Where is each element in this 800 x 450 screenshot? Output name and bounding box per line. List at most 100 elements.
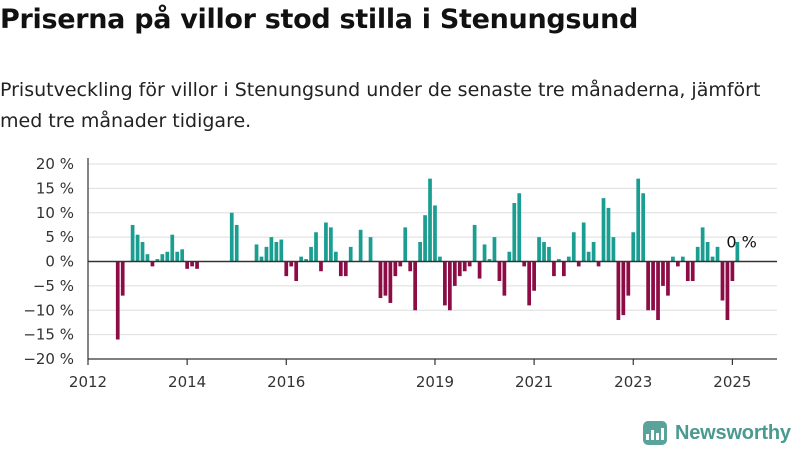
bar (343, 261, 348, 277)
bar (140, 242, 145, 262)
bar (651, 261, 655, 311)
bar (636, 178, 641, 262)
bar (562, 261, 566, 277)
bar (547, 246, 551, 262)
bar (150, 261, 155, 267)
bar (120, 261, 125, 296)
bar (517, 193, 522, 262)
bar (641, 193, 646, 262)
x-tick-label: 2019 (416, 373, 454, 391)
bar (601, 198, 606, 262)
bar (720, 261, 725, 301)
newsworthy-logo: Newsworthy (643, 421, 791, 445)
bar (646, 261, 650, 311)
bar (423, 215, 427, 262)
bar (705, 242, 710, 262)
bar (482, 244, 487, 262)
bar (145, 254, 150, 262)
bar (299, 256, 304, 262)
bar (512, 203, 517, 262)
bar (309, 246, 313, 262)
bar (195, 261, 199, 269)
bar (735, 242, 740, 262)
bar (289, 261, 294, 267)
bar (730, 261, 735, 281)
bar (606, 207, 611, 262)
bar (160, 254, 165, 262)
bar (418, 242, 422, 262)
bar (314, 232, 318, 262)
y-tick-label: −20 % (23, 350, 74, 368)
bar (388, 261, 393, 303)
bar (661, 261, 665, 286)
bar (428, 178, 432, 262)
bar (715, 246, 720, 262)
bar (552, 261, 556, 277)
bar (408, 261, 413, 272)
bar (130, 224, 135, 262)
bar (621, 261, 626, 316)
y-tick-label: −10 % (23, 301, 74, 319)
bar (695, 246, 700, 262)
axes (87, 158, 777, 365)
bar (319, 261, 323, 272)
bar (532, 261, 536, 291)
x-tick-label: 2016 (267, 373, 305, 391)
bars (115, 178, 740, 340)
bar (581, 222, 586, 262)
tick-labels: −20 % −15 % −10 % −5 % 0 % 5 % 10 % 15 % 20 % 201… (23, 155, 757, 391)
bar (229, 212, 234, 262)
bar (447, 261, 452, 311)
bar (477, 261, 482, 279)
bar (368, 237, 373, 262)
bar (631, 232, 636, 262)
bar (324, 222, 328, 262)
bar (403, 227, 408, 262)
bar (527, 261, 532, 306)
bar (467, 261, 472, 267)
bar (497, 261, 502, 281)
bar (571, 232, 576, 262)
bar (438, 256, 442, 262)
bar (170, 234, 175, 262)
bar (566, 256, 571, 262)
bar (254, 244, 259, 262)
bar (175, 251, 180, 262)
bar (452, 261, 457, 286)
bar (333, 251, 338, 262)
bar (685, 261, 690, 281)
bar (433, 205, 437, 262)
y-tick-label: −15 % (23, 326, 74, 344)
bar (398, 261, 403, 267)
bar (666, 261, 670, 296)
chart-title: Priserna på villor stod stilla i Stenung… (0, 4, 639, 35)
bar (155, 259, 160, 262)
bar (378, 261, 383, 299)
bar (180, 249, 185, 262)
bar (462, 261, 467, 272)
bar (680, 256, 685, 262)
chart-subtitle: Prisutveckling för villor i Stenungsund … (0, 79, 761, 132)
bar (348, 246, 353, 262)
bar (676, 261, 680, 267)
bar (234, 224, 239, 262)
bar (358, 229, 363, 262)
bar (611, 237, 616, 262)
bar (522, 261, 527, 267)
x-tick-label: 2023 (614, 373, 652, 391)
y-tick-label: 10 % (36, 204, 74, 222)
bar (284, 261, 289, 277)
bar (492, 237, 497, 262)
bar (165, 251, 170, 262)
bar (259, 256, 264, 262)
y-tick-label: 15 % (36, 179, 74, 197)
bar (294, 261, 299, 281)
bar (626, 261, 631, 296)
bar (274, 242, 279, 262)
bar (329, 227, 333, 262)
bar (586, 251, 591, 262)
bar (115, 261, 120, 340)
x-tick-label: 2025 (713, 373, 751, 391)
bar (472, 224, 477, 262)
bar (413, 261, 418, 311)
